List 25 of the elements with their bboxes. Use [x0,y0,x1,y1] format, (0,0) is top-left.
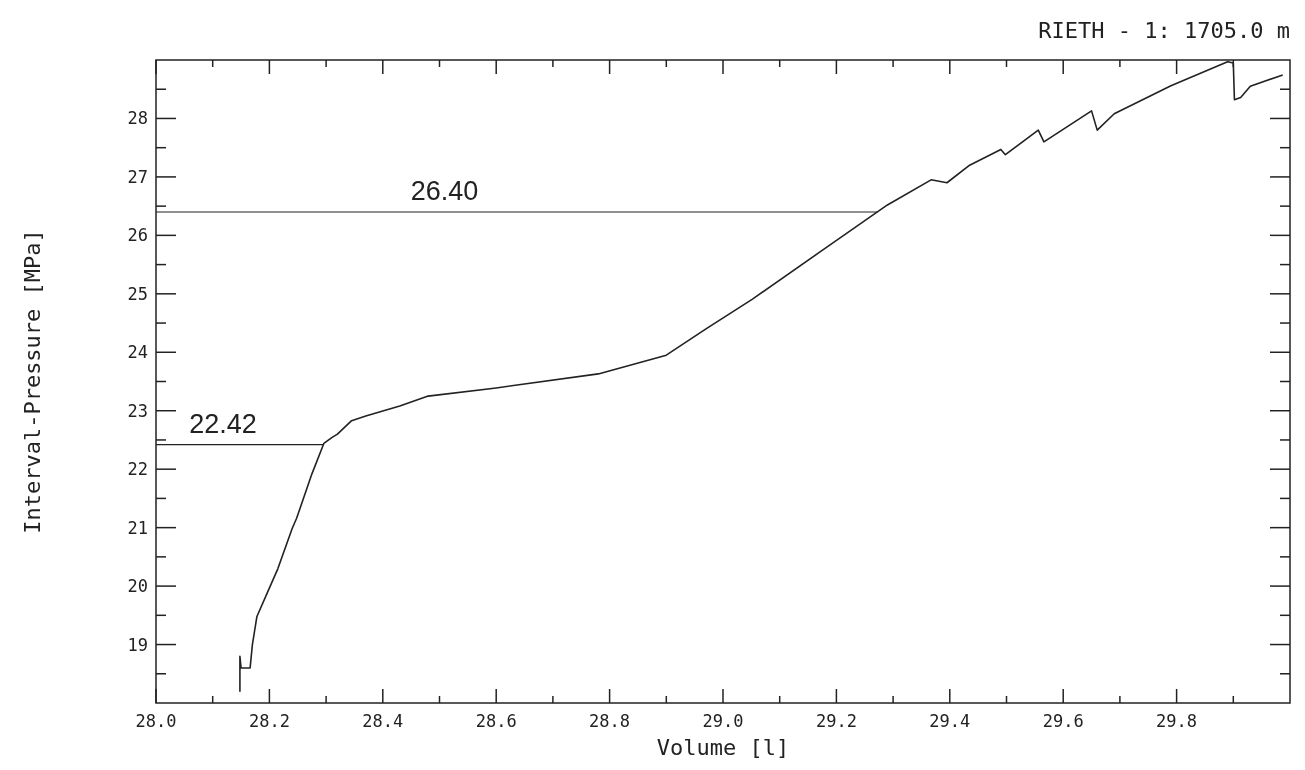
x-axis-title: Volume [l] [656,735,790,760]
y-tick-label: 26 [127,225,148,246]
y-tick-label: 19 [127,634,148,655]
ref-line-label: 26.40 [410,175,479,206]
chart-title: RIETH - 1: 1705.0 m [1038,18,1290,43]
x-tick-label: 28.6 [475,711,517,731]
y-axis-title: Interval-Pressure [MPa] [20,229,45,534]
x-tick-label: 29.6 [1042,711,1084,731]
x-tick-label: 28.4 [362,711,404,731]
x-tick-label: 28.8 [589,711,631,731]
y-tick-label: 23 [127,400,148,421]
y-tick-label: 21 [127,517,148,538]
y-tick-label: 27 [127,166,148,187]
x-tick-label: 29.4 [929,711,971,731]
y-tick-label: 28 [127,108,148,129]
ref-line-label: 22.42 [189,408,257,439]
y-tick-label: 25 [127,283,148,304]
x-tick-label: 29.0 [702,711,744,731]
y-tick-label: 24 [127,342,148,363]
x-tick-label: 28.0 [135,711,177,731]
y-tick-label: 22 [127,459,148,480]
x-tick-label: 29.8 [1156,711,1198,731]
x-tick-label: 29.2 [815,711,857,731]
x-tick-label: 28.2 [248,711,290,731]
y-tick-label: 20 [127,576,148,597]
